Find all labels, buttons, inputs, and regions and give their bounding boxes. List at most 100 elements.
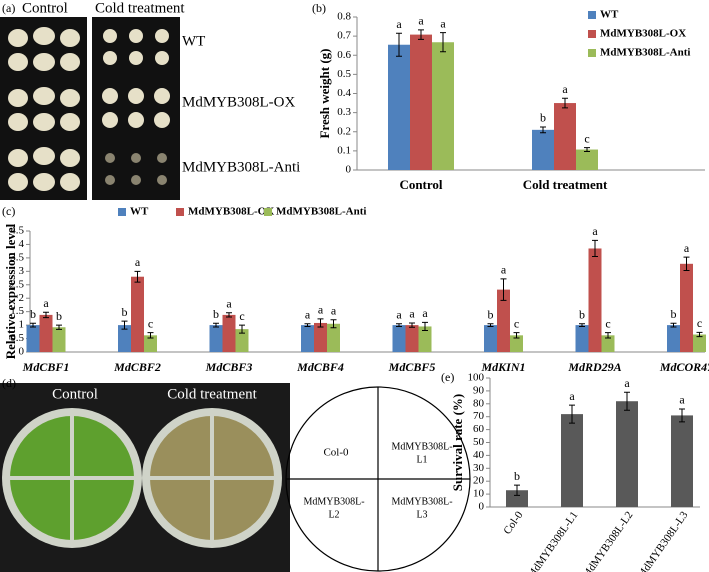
error-bar xyxy=(422,321,428,331)
error-bar xyxy=(605,332,611,339)
significance-label: a xyxy=(592,224,598,238)
bar xyxy=(667,325,680,352)
x-tick-label: MdRD29A xyxy=(567,360,621,374)
bar xyxy=(554,103,576,170)
significance-label: c xyxy=(148,316,153,330)
row-label: MdMYB308L-Anti xyxy=(182,159,300,175)
y-tick-label: 0.6 xyxy=(337,49,351,61)
error-bar xyxy=(683,256,690,272)
significance-label: b xyxy=(579,308,585,322)
error-bar xyxy=(147,332,154,339)
photo-a xyxy=(0,17,180,200)
legend-label: WT xyxy=(130,206,149,218)
error-bar xyxy=(121,320,128,330)
y-tick-label: 4 xyxy=(19,238,25,250)
error-bar xyxy=(330,319,337,329)
legend-swatch xyxy=(588,30,596,38)
column-label: Control xyxy=(22,0,68,16)
y-tick-label: 50 xyxy=(473,436,485,448)
bar xyxy=(575,325,589,352)
significance-label: b xyxy=(488,308,494,322)
bar xyxy=(26,325,40,352)
panel-label: (b) xyxy=(312,1,326,15)
y-tick-label: 0.5 xyxy=(337,68,351,80)
sector-label: MdMYB308L- xyxy=(303,496,364,507)
sector-label: L3 xyxy=(416,509,427,520)
x-tick-label: Cold treatment xyxy=(523,177,608,192)
column-label: Control xyxy=(52,386,98,402)
error-bar xyxy=(569,404,575,424)
legend-label: MdMYB308L-OX xyxy=(600,28,686,40)
bar xyxy=(506,490,528,507)
y-tick-label: 3.5 xyxy=(10,251,24,263)
y-tick-label: 3 xyxy=(19,265,25,277)
error-bar xyxy=(679,408,685,423)
error-bar xyxy=(500,278,507,301)
significance-label: a xyxy=(396,308,402,322)
error-bar xyxy=(513,332,520,339)
bar xyxy=(680,263,693,352)
column-label: Cold treatment xyxy=(167,386,257,402)
bar xyxy=(410,34,432,170)
y-tick-label: 4.5 xyxy=(10,225,24,237)
significance-label: c xyxy=(239,309,244,323)
significance-label: c xyxy=(584,131,589,145)
legend-label: MdMYB308L-Anti xyxy=(276,206,366,218)
bar xyxy=(118,325,131,352)
row-label: MdMYB308L-OX xyxy=(182,94,296,110)
y-tick-label: 0 xyxy=(346,164,352,176)
y-tick-label: 0.8 xyxy=(337,11,351,23)
bar xyxy=(301,325,314,352)
significance-label: a xyxy=(569,389,575,403)
error-bar xyxy=(584,147,590,152)
significance-label: a xyxy=(135,255,141,269)
significance-label: b xyxy=(122,305,128,319)
y-axis-label: Fresh weight (g) xyxy=(317,48,332,138)
y-axis-label: Relative expression level xyxy=(3,223,18,359)
plate-diagram xyxy=(285,386,471,572)
y-tick-label: 2 xyxy=(19,292,25,304)
error-bar xyxy=(624,391,630,411)
bar xyxy=(235,329,249,352)
panel-label: (d) xyxy=(2,376,16,390)
legend-label: MdMYB308L-OX xyxy=(188,206,274,218)
legend-swatch xyxy=(264,208,272,216)
error-bar xyxy=(670,322,677,328)
sector-label: Col-0 xyxy=(323,447,349,459)
y-tick-label: 2.5 xyxy=(10,278,24,290)
y-tick-label: 10 xyxy=(473,488,485,500)
panel-label: (e) xyxy=(441,370,454,384)
x-tick-label: MdCBF4 xyxy=(296,360,344,374)
y-tick-label: 0.3 xyxy=(337,106,351,118)
y-tick-label: 100 xyxy=(468,372,485,384)
y-tick-label: 1.5 xyxy=(10,305,24,317)
error-bar xyxy=(317,318,324,328)
y-tick-label: 80 xyxy=(473,397,485,409)
significance-label: a xyxy=(679,393,685,407)
error-bar xyxy=(396,32,402,57)
y-tick-label: 30 xyxy=(473,462,485,474)
y-tick-label: 70 xyxy=(473,410,485,422)
x-tick-label: Control xyxy=(399,177,442,192)
sector-label: MdMYB308L- xyxy=(391,441,452,452)
bar xyxy=(561,414,583,507)
bar xyxy=(52,327,66,352)
x-tick-label: MdCOR47 xyxy=(659,360,709,374)
panel-label: (c) xyxy=(2,204,15,218)
bar xyxy=(510,335,523,352)
error-bar xyxy=(514,484,520,496)
bar xyxy=(616,401,638,507)
x-tick-label: Col-0 xyxy=(501,509,525,537)
bar xyxy=(327,323,340,352)
panel-label: (a) xyxy=(2,1,15,15)
legend-swatch xyxy=(588,49,596,57)
y-axis-label: Survival rate (%) xyxy=(450,394,465,491)
significance-label: a xyxy=(418,14,424,28)
bar xyxy=(432,42,454,171)
x-tick-label: MdMYB308L-L1 xyxy=(525,509,580,572)
error-bar xyxy=(239,324,245,334)
y-tick-label: 60 xyxy=(473,423,485,435)
bar xyxy=(418,326,432,352)
legend-swatch xyxy=(176,208,184,216)
y-tick-label: 0.4 xyxy=(337,87,351,99)
